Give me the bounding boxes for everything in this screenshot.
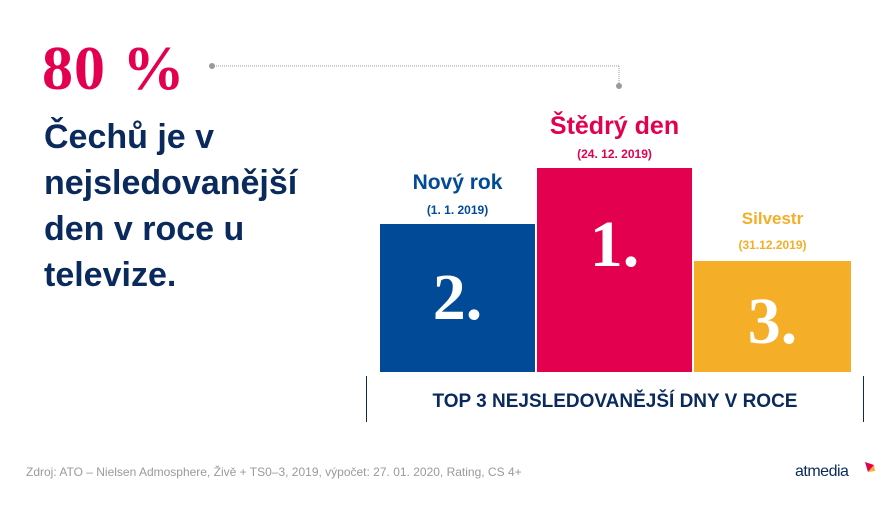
- rank-1-bar: 1.: [537, 168, 692, 372]
- source-note: Zdroj: ATO – Nielsen Admosphere, Živě + …: [26, 465, 522, 479]
- rank-2-number: 2.: [432, 261, 483, 334]
- rank-3-number: 3.: [747, 284, 798, 358]
- rank-1-date: (24. 12. 2019): [577, 147, 652, 161]
- headline-text: Čechů je v nejsledovanější den v roce u …: [44, 118, 298, 294]
- rank-3-bar: 3.: [694, 261, 851, 372]
- rank-1-number: 1.: [589, 208, 640, 281]
- atmedia-logo-text: atmedia: [795, 463, 849, 480]
- rank-2-date: (1. 1. 2019): [426, 203, 489, 217]
- headline-percent: 80 %: [42, 35, 186, 103]
- rank-2-bar: 2.: [380, 224, 535, 372]
- podium-axis-label: TOP 3 NEJSLEDOVANĚJŠÍ DNY V ROCE: [432, 391, 798, 412]
- rank-2-name: Nový rok: [412, 171, 503, 194]
- podium-axis-frame: [366, 376, 864, 422]
- rank-3-date: (31.12.2019): [738, 238, 807, 252]
- rank-3-name: Silvestr: [741, 209, 804, 228]
- rank-1-name: Štědrý den: [549, 112, 680, 140]
- atmedia-logo-icon: [865, 462, 875, 472]
